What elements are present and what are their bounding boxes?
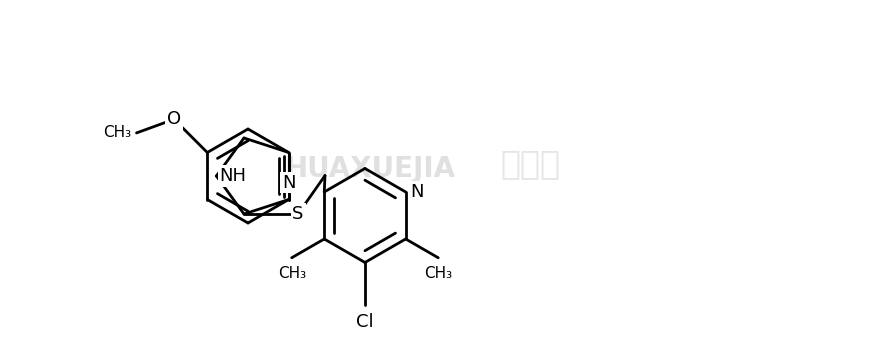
Text: NH: NH bbox=[219, 167, 246, 185]
Text: 化学加: 化学加 bbox=[500, 148, 560, 181]
Text: CH₃: CH₃ bbox=[424, 266, 452, 281]
Text: CH₃: CH₃ bbox=[277, 266, 305, 281]
Text: HUAXUEJIA: HUAXUEJIA bbox=[284, 155, 456, 183]
Text: N: N bbox=[282, 173, 296, 191]
Text: S: S bbox=[292, 205, 304, 223]
Text: Cl: Cl bbox=[356, 313, 374, 331]
Text: O: O bbox=[167, 110, 181, 128]
Text: N: N bbox=[411, 183, 424, 201]
Text: CH₃: CH₃ bbox=[103, 125, 131, 140]
